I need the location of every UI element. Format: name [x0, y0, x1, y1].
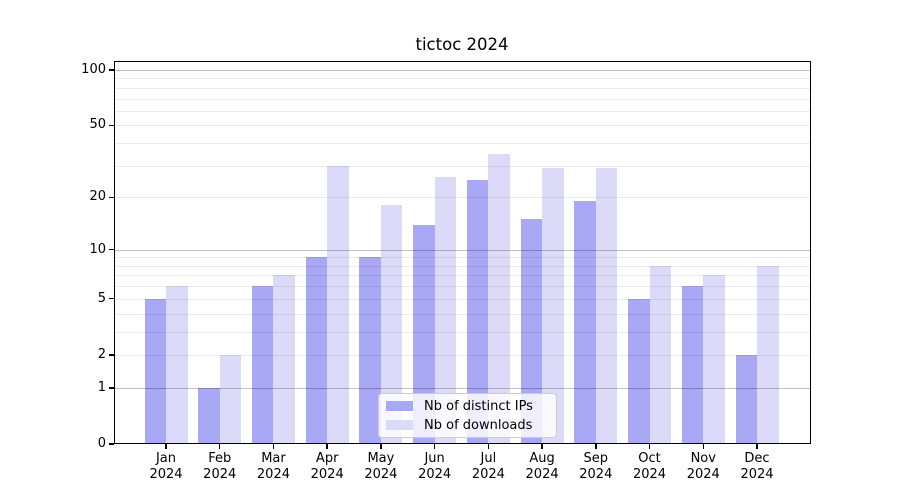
bar-downloads-0 [166, 286, 188, 444]
bar-distinct-ips-11 [735, 354, 757, 444]
minor-gridline [114, 313, 811, 315]
minor-gridline [114, 275, 811, 277]
chart-title: tictoc 2024 [415, 35, 509, 54]
minor-gridline [114, 143, 811, 145]
bar-downloads-10 [703, 275, 725, 444]
x-tick-label: Jan 2024 [149, 451, 183, 482]
x-tick-mark [272, 444, 275, 449]
grid-layer [114, 61, 811, 444]
x-tick-mark [756, 444, 758, 449]
bar-distinct-ips-3 [305, 257, 328, 444]
y-tick-label: 0 [97, 436, 106, 451]
minor-gridline [114, 331, 811, 333]
x-tick-mark [541, 444, 543, 449]
x-tick-label: Feb 2024 [203, 451, 237, 482]
x-tick-label: Apr 2024 [310, 451, 344, 482]
y-tick-mark [109, 354, 114, 356]
legend-entry-distinct-ips: Nb of distinct IPs [386, 397, 556, 416]
minor-gridline [114, 78, 811, 80]
y-tick-label: 20 [89, 189, 106, 205]
legend: Nb of distinct IPs Nb of downloads [378, 393, 557, 438]
y-tick-label: 1 [97, 379, 106, 395]
bar-downloads-1 [219, 354, 242, 444]
x-tick-label: Aug 2024 [525, 451, 559, 482]
bar-distinct-ips-0 [144, 298, 166, 444]
bar-distinct-ips-9 [628, 298, 650, 444]
minor-gridline [114, 354, 811, 356]
y-tick-mark [109, 248, 114, 251]
bar-downloads-6 [488, 153, 510, 444]
x-tick-mark [326, 444, 328, 449]
bar-distinct-ips-1 [198, 387, 220, 444]
y-tick-label: 2 [97, 346, 106, 362]
bar-distinct-ips-5 [413, 224, 435, 444]
x-tick-label: Sep 2024 [579, 451, 613, 482]
x-tick-mark [487, 444, 490, 449]
y-tick-label: 5 [97, 290, 106, 306]
minor-gridline [114, 257, 811, 259]
x-tick-mark [433, 444, 436, 449]
minor-gridline [114, 197, 811, 199]
y-tick-label: 10 [89, 241, 106, 257]
y-tick-label: 50 [89, 117, 106, 133]
bar-distinct-ips-10 [681, 286, 704, 444]
x-tick-mark [595, 444, 597, 449]
major-gridline [114, 387, 811, 389]
bar-downloads-7 [542, 168, 564, 444]
y-tick-mark [109, 298, 114, 300]
bar-distinct-ips-7 [520, 219, 543, 444]
minor-gridline [114, 265, 811, 267]
y-tick-mark [109, 124, 114, 127]
bar-distinct-ips-2 [251, 286, 274, 444]
minor-gridline [114, 125, 811, 127]
x-tick-label: Jun 2024 [418, 451, 452, 482]
bar-distinct-ips-4 [359, 257, 381, 444]
major-gridline [114, 70, 811, 71]
minor-gridline [114, 110, 811, 112]
legend-swatch-downloads [386, 420, 413, 430]
x-tick-label: May 2024 [364, 451, 398, 482]
bar-downloads-9 [649, 265, 672, 444]
x-tick-label: Oct 2024 [632, 451, 667, 482]
x-tick-mark [648, 444, 651, 449]
minor-gridline [114, 298, 811, 300]
minor-gridline [114, 165, 811, 167]
x-tick-label: Nov 2024 [686, 451, 720, 482]
x-tick-mark [219, 444, 221, 449]
legend-label-downloads: Nb of downloads [424, 417, 533, 433]
minor-gridline [114, 87, 811, 89]
minor-gridline [114, 286, 811, 288]
y-tick-mark [109, 69, 114, 71]
y-tick-mark [109, 387, 114, 389]
x-tick-mark [702, 444, 704, 449]
x-tick-label: Mar 2024 [256, 451, 290, 482]
minor-gridline [114, 98, 811, 100]
bar-downloads-3 [327, 165, 349, 444]
major-gridline [114, 249, 811, 251]
bar-downloads-2 [273, 275, 295, 444]
y-tick-mark [109, 443, 114, 445]
bar-downloads-5 [434, 176, 457, 444]
y-tick-mark [109, 196, 114, 198]
bars-layer [114, 61, 811, 444]
legend-entry-downloads: Nb of downloads [386, 416, 556, 435]
y-tick-label: 100 [81, 62, 106, 77]
legend-label-distinct-ips: Nb of distinct IPs [424, 398, 533, 414]
x-tick-mark [165, 444, 167, 449]
legend-swatch-distinct-ips [386, 401, 413, 411]
plot-area [114, 61, 811, 444]
bar-downloads-11 [757, 265, 779, 444]
x-tick-label: Dec 2024 [740, 451, 774, 482]
bar-downloads-8 [595, 168, 618, 444]
bar-distinct-ips-8 [574, 201, 596, 444]
x-tick-mark [380, 444, 382, 449]
bar-distinct-ips-6 [466, 179, 489, 444]
bar-downloads-4 [380, 205, 403, 444]
x-tick-label: Jul 2024 [471, 451, 505, 482]
